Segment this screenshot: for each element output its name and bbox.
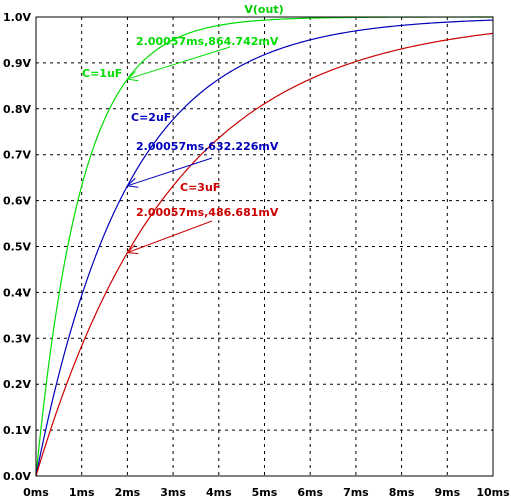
x-tick-label: 1ms [69,486,95,499]
x-tick-label: 8ms [389,486,415,499]
cursor-arrow [127,46,231,80]
cursor-arrowhead [126,177,139,188]
grid [36,17,493,476]
chart-title: V(out) [244,3,283,16]
cursor-arrow [127,157,213,187]
series-name-label: C=3uF [180,181,220,194]
series-name-label: C=2uF [131,111,171,124]
x-tick-label: 5ms [252,486,278,499]
annotations: C=1uF 2.00057ms,864.742mV C=2uF 2.00057ms,6… [82,35,279,255]
x-axis-ticks: 0ms 1ms 2ms 3ms 4ms 5ms 6ms 7ms 8ms 9ms 10ms [23,486,510,499]
series-name-label: C=1uF [82,67,122,80]
cursor-value-label: 2.00057ms,632.226mV [136,140,279,153]
y-tick-label: 1.0V [3,11,31,24]
x-tick-label: 0ms [23,486,49,499]
y-tick-label: 0.5V [3,241,31,254]
series-line-3 [35,32,494,477]
x-tick-label: 3ms [160,486,186,499]
y-tick-label: 0.6V [3,195,31,208]
x-tick-label: 10ms [476,486,510,499]
y-tick-label: 0.3V [3,332,31,345]
y-axis-ticks: 0.0V 0.1V 0.2V 0.3V 0.4V 0.5V 0.6V 0.7V 0.8V 0.9V… [3,11,31,483]
y-tick-label: 0.4V [3,286,31,299]
y-tick-label: 0.7V [3,149,31,162]
series-line-1 [35,16,493,477]
y-tick-label: 0.1V [3,424,31,437]
cursor-arrowhead [126,244,139,255]
x-tick-label: 4ms [206,486,232,499]
cursor-arrow [127,220,213,254]
cursor-value-label: 2.00057ms,864.742mV [136,35,279,48]
x-tick-label: 6ms [297,486,323,499]
y-tick-label: 0.8V [3,103,31,116]
series-lines [35,16,494,477]
y-tick-label: 0.2V [3,378,31,391]
series-line-2 [35,19,494,477]
cursor-value-label: 2.00057ms,486.681mV [136,206,279,219]
x-tick-label: 9ms [434,486,460,499]
x-tick-label: 2ms [115,486,141,499]
y-tick-label: 0.0V [3,470,31,483]
x-tick-label: 7ms [343,486,369,499]
y-tick-label: 0.9V [3,57,31,70]
plot-frame [35,16,494,477]
cursor-arrowhead [126,71,139,82]
